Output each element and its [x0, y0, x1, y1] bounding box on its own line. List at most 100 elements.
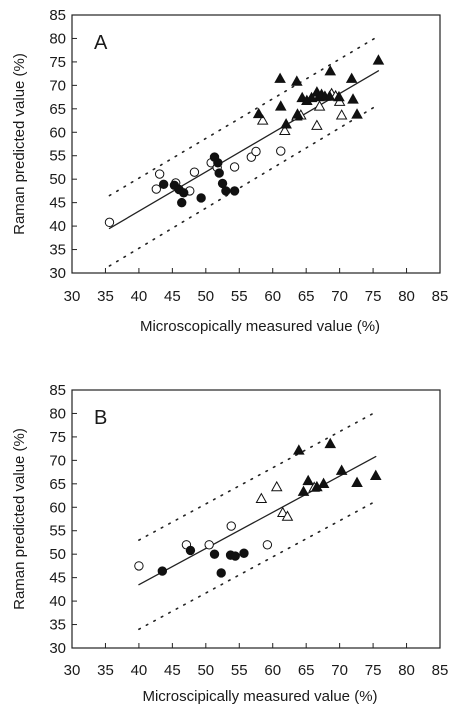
panel-b-x-tick-label: 70 [331, 662, 348, 679]
panel-a-y-tick-label: 65 [49, 101, 66, 118]
panel-b-point-filled-triangle [335, 464, 348, 475]
panel-a-prediction-band-upper [108, 35, 380, 197]
panel-b-x-tick-label: 40 [131, 662, 148, 679]
panel-b-point-filled-triangle [317, 477, 330, 488]
panel-b-y-tick-label: 40 [49, 593, 66, 610]
panel-a-x-tick-label: 70 [331, 288, 348, 305]
panel-a-x-tick-label: 45 [164, 288, 181, 305]
panel-b-letter: B [94, 407, 107, 429]
panel-a-point-filled-circle [214, 168, 224, 178]
panel-b-x-tick-label: 45 [164, 662, 181, 679]
panel-a-point-filled-circle [213, 158, 223, 168]
panel-a-x-tick-label: 35 [97, 288, 114, 305]
panel-b-y-tick-label: 55 [49, 523, 66, 540]
panel-b-x-tick-label: 30 [64, 662, 81, 679]
panel-a-point-open-circle [151, 184, 162, 194]
panel-a-point-filled-triangle [305, 91, 318, 103]
panel-a-point-open-triangle [313, 100, 326, 111]
panel-b-x-tick-label: 85 [432, 662, 449, 679]
panel-b-point-filled-circle [230, 551, 240, 561]
panel-a-point-filled-triangle [347, 93, 359, 104]
panel-b-point-filled-circle [239, 548, 249, 558]
panel-a-x-tick-label: 30 [64, 288, 81, 305]
panel-b-point-open-triangle [276, 506, 289, 518]
panel-a-y-tick-label: 75 [49, 54, 66, 71]
panel-b-y-tick-label: 45 [49, 570, 66, 587]
panel-a-y-tick-label: 55 [49, 148, 66, 165]
panel-a-prediction-band-lower [108, 103, 380, 267]
panel-a-point-filled-circle [177, 197, 187, 208]
panel-b-point-open-circle [226, 521, 236, 531]
panel-b-y-tick-label: 35 [49, 617, 66, 634]
panel-a-x-tick-label: 65 [298, 288, 315, 305]
panel-b-x-axis-label: Microscipically measured value (%) [142, 688, 377, 705]
panel-a-x-tick-label: 50 [197, 288, 214, 305]
panel-a-point-filled-circle [158, 179, 169, 190]
panel-a-x-tick-label: 75 [365, 288, 382, 305]
panel-a-letter: A [94, 32, 108, 54]
panel-b-point-open-triangle [270, 480, 283, 492]
panel-b-point-filled-circle [157, 566, 168, 576]
panel-a-point-open-circle [229, 162, 240, 172]
panel-b-y-tick-label: 75 [49, 429, 66, 446]
panel-b-y-tick-label: 60 [49, 499, 66, 516]
panel-a-point-filled-circle [196, 193, 206, 203]
panel-b-y-tick-label: 50 [49, 546, 66, 563]
panel-b-point-open-triangle [255, 492, 268, 503]
panel-a-point-open-circle [251, 146, 261, 157]
panel-a-point-open-circle [189, 167, 200, 177]
panel-b-x-tick-label: 80 [398, 662, 415, 679]
panel-b-point-open-circle [134, 561, 144, 571]
panel-a-point-open-triangle [335, 109, 348, 120]
panel-a-x-axis-label: Microscopically measured value (%) [140, 318, 380, 335]
panel-a-point-filled-triangle [324, 65, 337, 76]
panel-a-point-filled-circle [179, 188, 189, 198]
panel-a-plot-frame [71, 14, 441, 274]
panel-b-point-open-circle [262, 540, 273, 550]
panel-a-x-tick-label: 40 [131, 288, 148, 305]
panel-a-y-tick-label: 30 [49, 265, 66, 282]
panel-b-y-tick-label: 65 [49, 476, 66, 493]
panel-a-point-open-triangle [256, 114, 269, 125]
panel-b-x-tick-label: 60 [264, 662, 281, 679]
panel-a-point-open-circle [104, 217, 115, 228]
panel-b-x-tick-label: 65 [298, 662, 315, 679]
panel-b-point-filled-circle [209, 549, 220, 559]
panel-b-point-filled-triangle [324, 437, 337, 449]
panel-b-point-open-circle [204, 540, 214, 550]
panel-a-point-open-triangle [278, 124, 291, 136]
panel-a-point-filled-circle [229, 186, 240, 196]
panel-a-point-open-circle [154, 169, 165, 179]
panel-b-y-tick-label: 85 [49, 382, 66, 399]
panel-b-x-tick-label: 55 [231, 662, 248, 679]
panel-a-y-axis-label: Raman predicted value (%) [11, 53, 28, 235]
panel-a-point-filled-triangle [323, 90, 336, 101]
panel-a-y-tick-label: 70 [49, 77, 66, 94]
panel-a-y-tick-label: 80 [49, 30, 66, 47]
panel-a-point-filled-circle [217, 178, 228, 189]
panel-b-point-filled-triangle [302, 474, 314, 486]
panel-b-point-open-triangle [281, 510, 294, 521]
panel-b-point-filled-triangle [351, 476, 363, 488]
panel-a-y-tick-label: 35 [49, 242, 66, 259]
panel-a-x-tick-label: 60 [264, 288, 281, 305]
panel-a-point-filled-triangle [351, 108, 363, 119]
panel-b: 30 35 40 45 50 55 60 65 70 75 80 85 30 35 40 45 50 55 60 65… [11, 382, 448, 705]
panel-a-y-tick-label: 50 [49, 171, 66, 188]
panel-a-point-open-triangle [311, 119, 323, 130]
panel-a-point-filled-triangle [280, 118, 292, 129]
panel-a-y-tick-label: 40 [49, 218, 66, 235]
panel-a-point-filled-triangle [333, 90, 345, 102]
panel-a-point-filled-circle [221, 186, 231, 196]
panel-a-point-filled-triangle [372, 54, 385, 65]
panel-a-x-tick-label: 55 [231, 288, 248, 305]
panel-b-point-filled-triangle [293, 444, 305, 455]
panel-b-y-tick-label: 30 [49, 640, 66, 657]
panel-b-point-filled-circle [185, 545, 196, 556]
panel-a: 30 35 40 45 50 55 60 65 70 75 80 85 30 35 40 45 50 55 60 65… [11, 7, 448, 335]
panel-a-point-filled-triangle [252, 107, 265, 119]
panel-b-y-axis-label: Raman predicted value (%) [11, 428, 28, 610]
panel-b-x-tick-label: 35 [97, 662, 114, 679]
panel-b-x-tick-label: 50 [197, 662, 214, 679]
